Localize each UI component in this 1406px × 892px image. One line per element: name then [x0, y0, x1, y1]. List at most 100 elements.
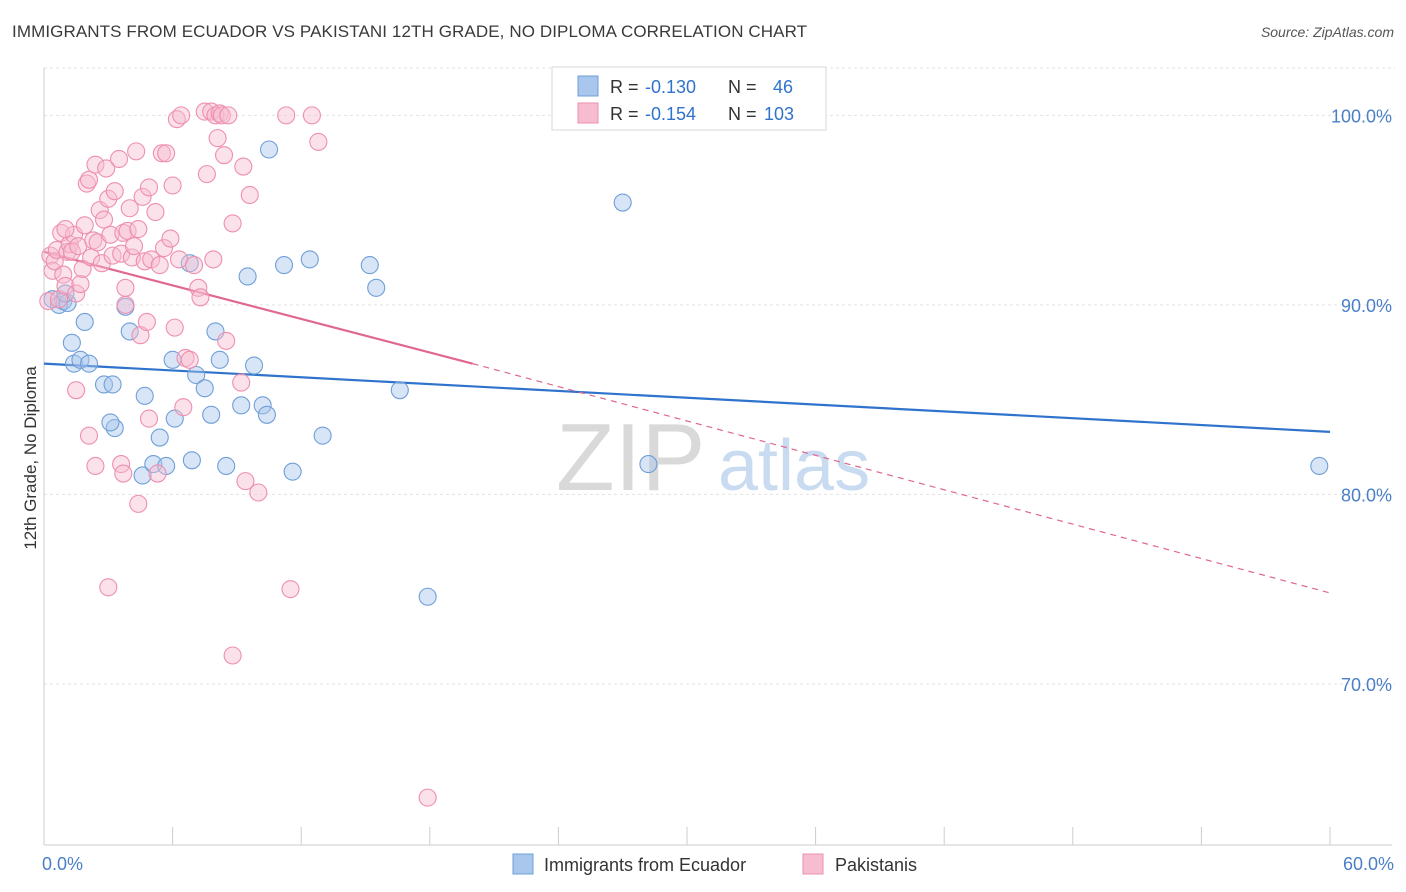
pakistani-point — [116, 278, 135, 297]
ecuador-point — [257, 405, 276, 424]
series-legend: Immigrants from Ecuador Pakistanis — [512, 853, 917, 875]
trend-lines — [43, 250, 1331, 594]
pakistani-point — [169, 250, 189, 269]
ecuador-point — [613, 193, 632, 212]
pakistani-point — [184, 256, 204, 275]
pakistani-point — [54, 265, 73, 284]
legend-label-pakistanis: Pakistanis — [835, 855, 917, 875]
ecuador-point — [195, 379, 214, 398]
pakistani-point — [56, 276, 75, 295]
pakistani-point — [67, 381, 86, 400]
ecuador-point — [71, 350, 90, 369]
pakistani-point — [58, 242, 77, 261]
ecuador-point — [103, 375, 122, 394]
pakistani-point — [146, 202, 165, 222]
pakistani-point — [236, 472, 255, 491]
ecuador-trend-line — [43, 362, 1331, 433]
data-points — [39, 102, 1329, 807]
pakistani-point — [204, 250, 223, 269]
legend-label-ecuador: Immigrants from Ecuador — [544, 855, 746, 875]
ecuador-point — [313, 426, 332, 445]
stat-r-value: -0.154 — [645, 104, 696, 124]
pakistani-point — [277, 106, 296, 125]
watermark-atlas: atlas — [718, 426, 870, 506]
pakistani-point — [281, 580, 300, 599]
pakistani-point — [302, 106, 321, 125]
pakistani-point — [191, 288, 210, 307]
pakistani-point — [99, 578, 118, 597]
pakistani-point — [129, 220, 148, 239]
ecuador-point — [253, 396, 272, 415]
ecuador-point — [367, 278, 386, 297]
pakistani-point — [418, 788, 437, 807]
pakistani-point — [208, 129, 227, 148]
pakistani-point — [94, 210, 114, 229]
pakistani-point — [133, 187, 152, 206]
pakistani-point — [99, 189, 118, 208]
ecuador-point — [79, 354, 99, 373]
pakistani-point — [139, 409, 159, 428]
ecuador-point — [1310, 456, 1329, 476]
x-tick-label: 0.0% — [42, 854, 83, 874]
pakistani-point — [120, 199, 139, 218]
watermark: ZIP atlas — [556, 404, 870, 511]
ecuador-point — [238, 267, 257, 286]
ecuador-point — [135, 386, 154, 405]
pakistani-point — [97, 159, 116, 178]
stat-n-value: 46 — [773, 77, 793, 97]
pakistani-point — [45, 252, 64, 271]
tick-labels: 100.0% 90.0% 80.0% 70.0% 0.0% 60.0% — [42, 106, 1394, 874]
ecuador-point — [62, 333, 81, 352]
pakistani-point — [165, 318, 184, 337]
y-tick-label: 100.0% — [1331, 106, 1392, 126]
pakistani-trend-line — [43, 250, 473, 365]
ecuador-point — [418, 587, 437, 606]
ecuador-point — [75, 312, 94, 331]
pakistani-point — [92, 254, 111, 273]
ecuador-point — [300, 250, 319, 269]
ecuador-point — [202, 405, 221, 424]
pakistani-point — [152, 144, 171, 163]
ecuador-point — [360, 256, 379, 275]
stat-r-value: -0.130 — [645, 77, 696, 97]
pakistani-point — [135, 252, 154, 271]
y-tick-label: 70.0% — [1341, 675, 1392, 695]
pakistani-point — [219, 106, 238, 125]
pakistani-point — [217, 331, 236, 350]
pakistani-point — [71, 274, 90, 294]
pakistani-point — [154, 238, 174, 258]
x-tick-label: 60.0% — [1343, 854, 1394, 874]
pakistani-point — [234, 157, 253, 176]
ecuador-point — [210, 350, 229, 369]
pakistani-point — [116, 295, 135, 314]
stat-r-label: R = — [610, 77, 639, 97]
pakistani-point — [172, 106, 191, 125]
pakistani-point — [223, 214, 242, 233]
watermark-zip: ZIP — [556, 404, 705, 511]
pakistani-point — [109, 149, 129, 169]
pakistani-point — [180, 350, 199, 369]
pakistani-point — [150, 256, 169, 275]
ecuador-point — [639, 455, 658, 474]
pakistani-point — [114, 464, 133, 483]
pakistani-point — [148, 464, 167, 483]
pakistani-point — [86, 456, 105, 476]
stat-n-value: 103 — [764, 104, 794, 124]
chart-title: IMMIGRANTS FROM ECUADOR VS PAKISTANI 12T… — [12, 22, 808, 41]
pakistani-point — [79, 426, 99, 445]
y-axis-label: 12th Grade, No Diploma — [21, 366, 40, 550]
pakistani-point — [163, 176, 182, 195]
pakistani-point — [214, 146, 234, 165]
ecuador-point — [275, 256, 294, 275]
ecuador-point — [283, 462, 302, 481]
legend-swatch-blue — [577, 75, 599, 97]
ecuador-point — [120, 322, 139, 341]
pakistani-point — [137, 312, 156, 331]
pakistani-point — [127, 142, 146, 161]
y-tick-label: 80.0% — [1341, 485, 1392, 505]
ecuador-point — [244, 356, 264, 375]
pakistani-point — [75, 216, 94, 235]
stats-legend: R = -0.130 N = 46 R = -0.154 N = 103 — [551, 66, 827, 131]
pakistani-point — [124, 237, 144, 256]
